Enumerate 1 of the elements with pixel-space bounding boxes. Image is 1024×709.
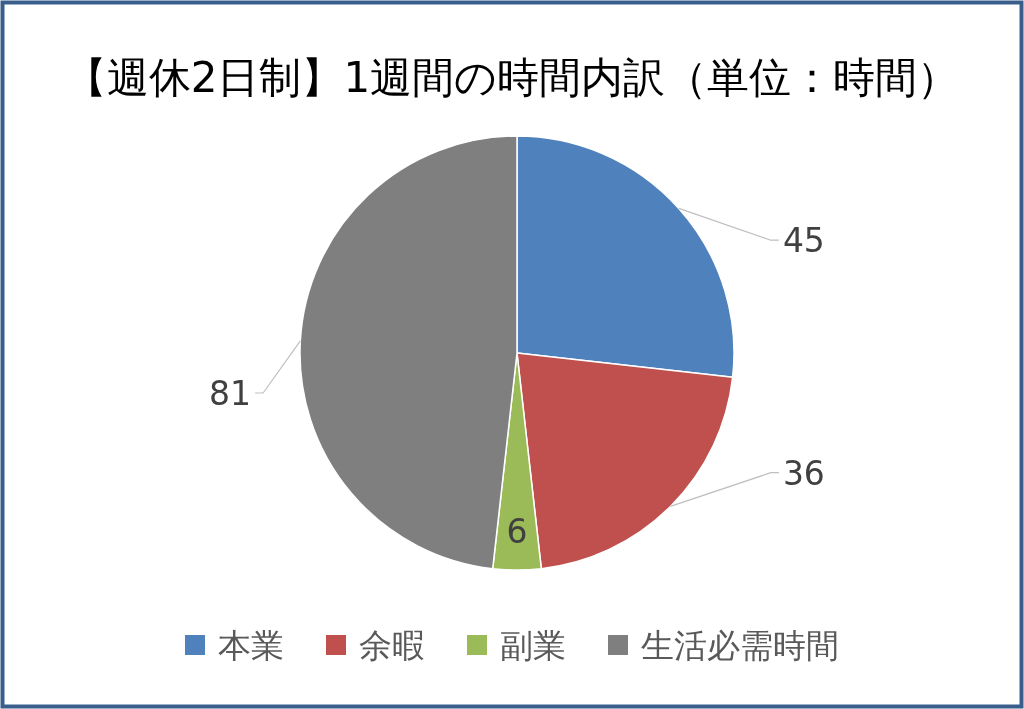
title: 【週休2日制】1週間の時間内訳（単位：時間） [64,53,960,102]
